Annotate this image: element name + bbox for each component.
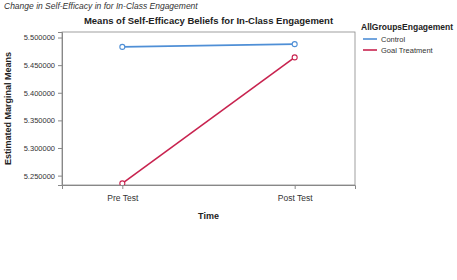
y-tick: 5.350000 [24, 116, 62, 125]
y-tick: 5.250000 [24, 172, 62, 181]
y-tick-mark [58, 65, 62, 66]
y-tick-mark [58, 148, 62, 149]
y-tick-mark [58, 38, 62, 39]
y-tick-mark [58, 176, 62, 177]
y-axis: 5.250000 5.300000 5.350000 5.400000 5.450000… [24, 33, 63, 186]
marks [120, 42, 297, 185]
caption: Change in Self-Efficacy in for In-Class … [4, 1, 198, 11]
title: Means of Self-Efficacy Beliefs for In-Cl… [84, 15, 334, 26]
x-tick-mark [295, 185, 296, 189]
legend-swatch [363, 38, 377, 40]
y-tick-label: 5.400000 [24, 89, 55, 98]
y-tick: 5.450000 [24, 61, 62, 70]
y-tick-label: 5.300000 [24, 144, 55, 153]
y-tick-label: 5.450000 [24, 61, 55, 70]
legend-swatch [363, 49, 377, 51]
legend-label: Control [381, 35, 406, 44]
series-line [122, 44, 294, 47]
plot-frame [62, 32, 355, 185]
x-tick-mark [122, 185, 123, 189]
x-tick: Pre Test [107, 185, 139, 203]
x-tick: Post Test [278, 185, 313, 203]
y-axis-label: Estimated Marginal Means [3, 52, 13, 165]
series-marker [120, 181, 125, 185]
series-line [122, 57, 294, 183]
x-tick-label: Post Test [278, 193, 313, 203]
y-tick: 5.400000 [24, 89, 62, 98]
y-tick-label: 5.350000 [24, 116, 55, 125]
y-tick-label: 5.500000 [24, 33, 55, 42]
legend-label: Goal Treatment [381, 46, 434, 55]
x-axis-line [63, 186, 356, 190]
y-tick-mark [58, 120, 62, 121]
x-axis: Pre Test Post Test [63, 185, 356, 203]
x-tick-label: Pre Test [107, 193, 139, 203]
y-tick: 5.500000 [24, 33, 62, 42]
y-tick: 5.300000 [24, 144, 62, 153]
plot: 5.250000 5.300000 5.350000 5.400000 5.450000… [24, 32, 356, 203]
legend: AllGroupsEngagement Control Goal Treatment [361, 22, 453, 55]
series-marker [292, 55, 297, 60]
series-marker [120, 44, 125, 49]
x-axis-label: Time [198, 211, 219, 221]
y-tick-label: 5.250000 [24, 172, 55, 181]
legend-title: AllGroupsEngagement [361, 22, 453, 32]
chart: Change in Self-Efficacy in for In-Class … [0, 0, 457, 280]
y-axis-line [58, 33, 63, 186]
y-tick-mark [58, 93, 62, 94]
series-marker [292, 42, 297, 47]
